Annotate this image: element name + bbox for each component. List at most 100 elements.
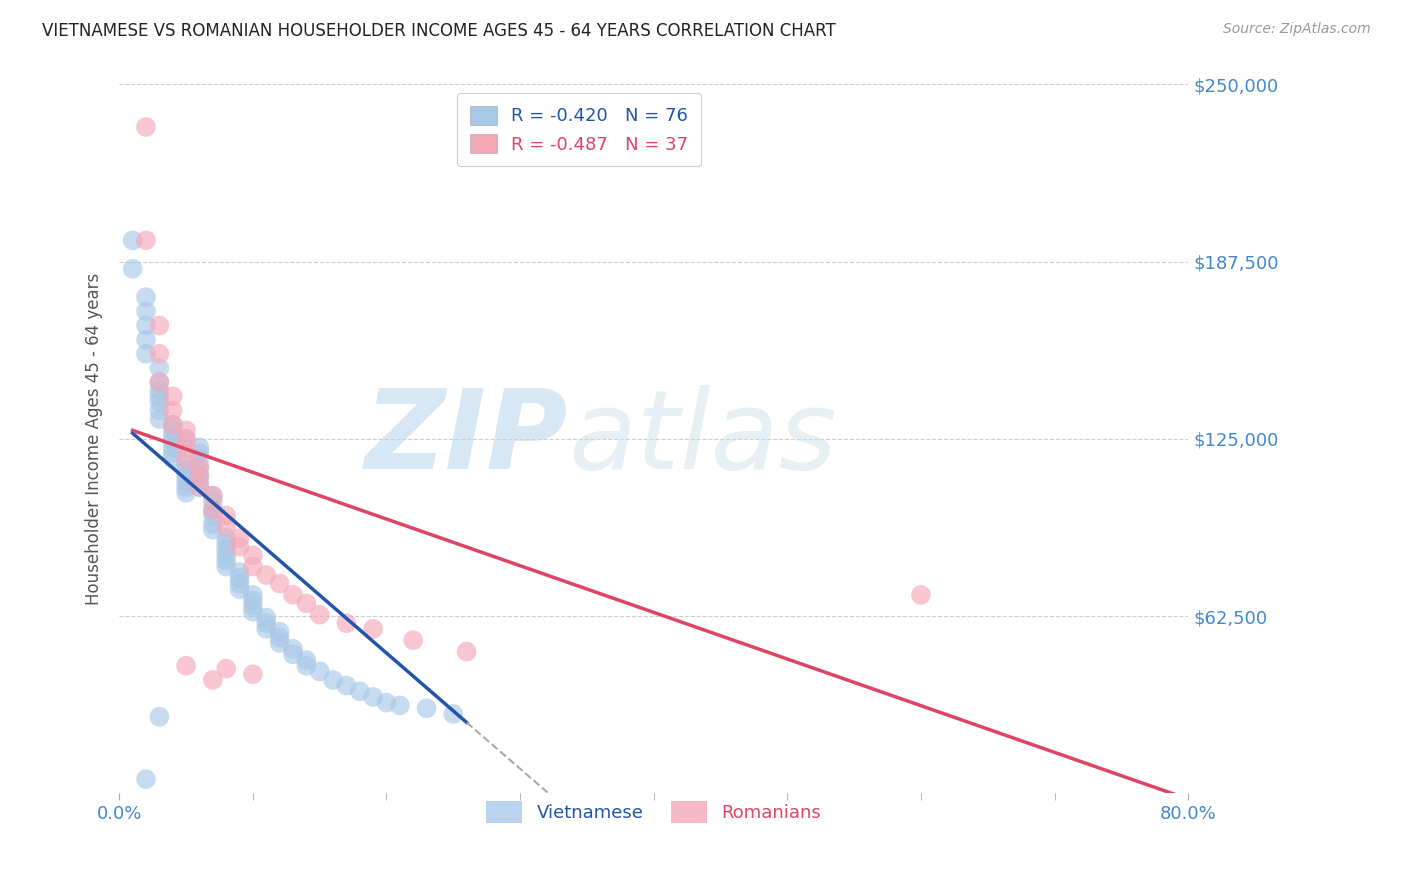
Point [148, 375, 170, 389]
Point [308, 665, 330, 679]
Point [174, 480, 197, 494]
Point [308, 607, 330, 622]
Point [228, 540, 250, 554]
Point [269, 576, 291, 591]
Point [148, 375, 170, 389]
Point [162, 434, 184, 449]
Point [269, 631, 291, 645]
Point [135, 234, 157, 248]
Point [215, 531, 238, 545]
Point [254, 568, 277, 582]
Point [188, 480, 211, 494]
Point [174, 432, 197, 446]
Point [174, 468, 197, 483]
Point [188, 468, 211, 483]
Point [201, 523, 224, 537]
Point [174, 658, 197, 673]
Point [148, 347, 170, 361]
Point [441, 706, 464, 721]
Point [215, 542, 238, 557]
Point [174, 485, 197, 500]
Point [228, 582, 250, 597]
Point [121, 234, 143, 248]
Point [215, 537, 238, 551]
Point [162, 417, 184, 432]
Point [242, 605, 264, 619]
Point [148, 710, 170, 724]
Point [201, 489, 224, 503]
Point [242, 588, 264, 602]
Point [201, 503, 224, 517]
Point [242, 593, 264, 607]
Point [201, 489, 224, 503]
Point [174, 441, 197, 455]
Point [162, 429, 184, 443]
Point [228, 576, 250, 591]
Point [215, 548, 238, 562]
Point [135, 772, 157, 787]
Point [281, 641, 304, 656]
Point [910, 588, 932, 602]
Point [269, 624, 291, 639]
Point [201, 503, 224, 517]
Point [174, 423, 197, 437]
Point [242, 667, 264, 681]
Point [242, 548, 264, 562]
Point [162, 389, 184, 403]
Point [148, 395, 170, 409]
Point [135, 120, 157, 134]
Point [188, 480, 211, 494]
Point [188, 441, 211, 455]
Point [135, 318, 157, 333]
Point [335, 679, 357, 693]
Point [215, 559, 238, 574]
Point [188, 475, 211, 489]
Point [135, 347, 157, 361]
Text: atlas: atlas [568, 385, 837, 492]
Point [162, 451, 184, 466]
Point [295, 658, 318, 673]
Point [242, 599, 264, 614]
Point [135, 304, 157, 318]
Point [215, 508, 238, 523]
Point [201, 673, 224, 687]
Point [121, 261, 143, 276]
Point [148, 389, 170, 403]
Point [188, 468, 211, 483]
Point [456, 644, 478, 658]
Point [162, 423, 184, 437]
Point [201, 494, 224, 508]
Point [135, 333, 157, 347]
Point [281, 588, 304, 602]
Point [188, 446, 211, 460]
Point [148, 412, 170, 426]
Point [148, 361, 170, 376]
Point [188, 451, 211, 466]
Point [388, 698, 411, 713]
Point [162, 441, 184, 455]
Point [375, 696, 398, 710]
Point [174, 458, 197, 472]
Y-axis label: Householder Income Ages 45 - 64 years: Householder Income Ages 45 - 64 years [86, 273, 103, 605]
Point [281, 648, 304, 662]
Point [349, 684, 371, 698]
Point [174, 463, 197, 477]
Point [415, 701, 437, 715]
Text: VIETNAMESE VS ROMANIAN HOUSEHOLDER INCOME AGES 45 - 64 YEARS CORRELATION CHART: VIETNAMESE VS ROMANIAN HOUSEHOLDER INCOM… [42, 22, 837, 40]
Point [215, 520, 238, 534]
Point [201, 508, 224, 523]
Point [402, 633, 425, 648]
Point [188, 460, 211, 475]
Point [162, 417, 184, 432]
Point [215, 554, 238, 568]
Point [215, 662, 238, 676]
Point [148, 384, 170, 398]
Point [162, 446, 184, 460]
Point [174, 451, 197, 466]
Point [174, 475, 197, 489]
Point [188, 460, 211, 475]
Point [201, 516, 224, 531]
Text: ZIP: ZIP [364, 385, 568, 492]
Point [269, 636, 291, 650]
Point [254, 610, 277, 624]
